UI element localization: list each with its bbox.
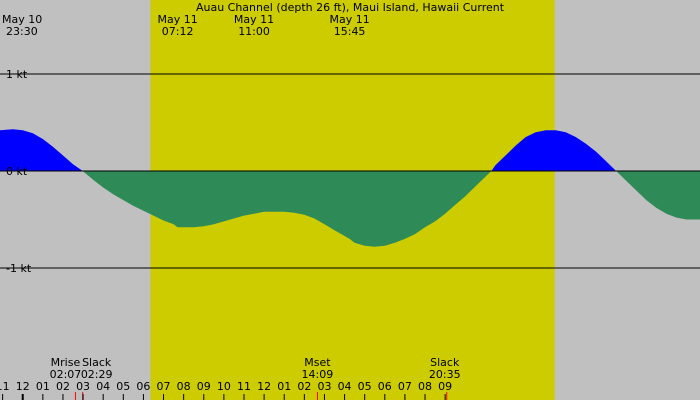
hour-tick-label: 11 xyxy=(237,380,251,393)
event-label: Mrise xyxy=(51,356,81,369)
hour-tick-label: 07 xyxy=(398,380,412,393)
annotation-date: May 11 xyxy=(329,13,369,26)
reference-lines: 1 kt 0 kt -1 kt xyxy=(0,68,700,275)
hour-tick-label: 06 xyxy=(136,380,150,393)
y-tick-label: 0 kt xyxy=(6,165,28,178)
annotation-time: 11:00 xyxy=(238,25,270,38)
event-time: 20:35 xyxy=(429,368,461,381)
y-tick-label: 1 kt xyxy=(6,68,28,81)
event-time: 14:09 xyxy=(302,368,334,381)
hour-tick-label: 10 xyxy=(217,380,231,393)
annotation-date: May 10 xyxy=(2,13,42,26)
hour-tick-label: 08 xyxy=(177,380,191,393)
annotation-time: 15:45 xyxy=(334,25,366,38)
flood-area xyxy=(0,129,700,171)
event-time: 02:07 xyxy=(50,368,82,381)
hour-tick-label: 07 xyxy=(157,380,171,393)
event-label: Slack xyxy=(430,356,460,369)
hour-tick-label: 05 xyxy=(116,380,130,393)
hour-tick-label: 06 xyxy=(378,380,392,393)
current-area-layer xyxy=(0,129,700,247)
hour-tick-label: 05 xyxy=(358,380,372,393)
hour-tick-label: 12 xyxy=(16,380,30,393)
hour-axis: 11 12 01 02 03 04 05 06 07 08 09 10 11 12 01 02 03 04 05 06… xyxy=(0,380,452,400)
event-label: Mset xyxy=(304,356,331,369)
hour-tick-label: 08 xyxy=(418,380,432,393)
annotation-time: 07:12 xyxy=(162,25,194,38)
hour-tick-label: 12 xyxy=(257,380,271,393)
y-tick-label: -1 kt xyxy=(6,262,32,275)
hour-tick-label: 09 xyxy=(197,380,211,393)
annotation-date: May 11 xyxy=(234,13,274,26)
hour-tick-label: 09 xyxy=(438,380,452,393)
hour-tick-label: 04 xyxy=(338,380,352,393)
hour-tick-label: 01 xyxy=(36,380,50,393)
hour-tick-label: 02 xyxy=(56,380,70,393)
hour-tick-label: 03 xyxy=(76,380,90,393)
event-label: Slack xyxy=(82,356,112,369)
event-time: 02:29 xyxy=(81,368,113,381)
hour-tick-label: 02 xyxy=(297,380,311,393)
hour-tick-label: 04 xyxy=(96,380,110,393)
ebb-area xyxy=(0,171,700,247)
annotation-time: 23:30 xyxy=(6,25,38,38)
hour-tick-label: 03 xyxy=(317,380,331,393)
hour-tick-label: 01 xyxy=(277,380,291,393)
chart-title: Auau Channel (depth 26 ft), Maui Island,… xyxy=(196,1,505,14)
annotation-date: May 11 xyxy=(157,13,197,26)
hour-tick-label: 11 xyxy=(0,380,10,393)
